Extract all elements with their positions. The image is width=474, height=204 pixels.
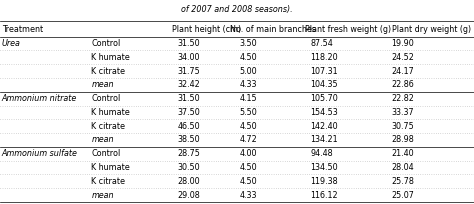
Text: Plant fresh weight (g): Plant fresh weight (g) (305, 24, 392, 34)
Text: 4.50: 4.50 (239, 53, 257, 62)
Text: 5.50: 5.50 (239, 108, 257, 117)
Text: 28.75: 28.75 (178, 149, 201, 158)
Text: 21.40: 21.40 (391, 149, 414, 158)
Text: Control: Control (91, 149, 121, 158)
Text: 25.07: 25.07 (391, 191, 414, 200)
Text: 5.00: 5.00 (239, 67, 257, 76)
Text: 142.40: 142.40 (310, 122, 338, 131)
Text: 37.50: 37.50 (178, 108, 201, 117)
Text: 30.50: 30.50 (178, 163, 201, 172)
Text: 119.38: 119.38 (310, 177, 338, 186)
Text: Plant height (cm): Plant height (cm) (172, 24, 241, 34)
Text: 4.50: 4.50 (239, 163, 257, 172)
Text: Ammonium nitrate: Ammonium nitrate (1, 94, 77, 103)
Text: 4.50: 4.50 (239, 122, 257, 131)
Text: 94.48: 94.48 (310, 149, 333, 158)
Text: 19.90: 19.90 (391, 39, 414, 48)
Text: 116.12: 116.12 (310, 191, 338, 200)
Text: 105.70: 105.70 (310, 94, 338, 103)
Text: 3.50: 3.50 (239, 39, 257, 48)
Text: of 2007 and 2008 seasons).: of 2007 and 2008 seasons). (181, 5, 293, 14)
Text: Control: Control (91, 39, 121, 48)
Text: Plant dry weight (g): Plant dry weight (g) (392, 24, 471, 34)
Text: K citrate: K citrate (91, 177, 126, 186)
Text: 30.75: 30.75 (391, 122, 414, 131)
Text: K humate: K humate (91, 163, 130, 172)
Text: 38.50: 38.50 (178, 135, 201, 144)
Text: 4.72: 4.72 (239, 135, 257, 144)
Text: Treatment: Treatment (2, 24, 44, 34)
Text: K citrate: K citrate (91, 67, 126, 76)
Text: 22.82: 22.82 (391, 94, 414, 103)
Text: 33.37: 33.37 (391, 108, 414, 117)
Text: 28.00: 28.00 (178, 177, 201, 186)
Text: 4.33: 4.33 (239, 80, 257, 89)
Text: K humate: K humate (91, 53, 130, 62)
Text: 4.33: 4.33 (239, 191, 257, 200)
Text: Ammonium sulfate: Ammonium sulfate (1, 149, 77, 158)
Text: 107.31: 107.31 (310, 67, 338, 76)
Text: 87.54: 87.54 (310, 39, 333, 48)
Text: 4.50: 4.50 (239, 177, 257, 186)
Text: 4.00: 4.00 (239, 149, 257, 158)
Text: 29.08: 29.08 (178, 191, 201, 200)
Text: 22.86: 22.86 (391, 80, 414, 89)
Text: 32.42: 32.42 (178, 80, 201, 89)
Text: 118.20: 118.20 (310, 53, 338, 62)
Text: 24.17: 24.17 (391, 67, 414, 76)
Text: Control: Control (91, 94, 121, 103)
Text: 25.78: 25.78 (391, 177, 414, 186)
Text: K humate: K humate (91, 108, 130, 117)
Text: 28.98: 28.98 (391, 135, 414, 144)
Text: 31.50: 31.50 (178, 94, 201, 103)
Text: 154.53: 154.53 (310, 108, 338, 117)
Text: 31.75: 31.75 (178, 67, 201, 76)
Text: 34.00: 34.00 (178, 53, 200, 62)
Text: mean: mean (91, 191, 114, 200)
Text: No. of main branches: No. of main branches (229, 24, 316, 34)
Text: 24.52: 24.52 (391, 53, 414, 62)
Text: 46.50: 46.50 (178, 122, 201, 131)
Text: 4.15: 4.15 (239, 94, 257, 103)
Text: 134.21: 134.21 (310, 135, 338, 144)
Text: K citrate: K citrate (91, 122, 126, 131)
Text: mean: mean (91, 80, 114, 89)
Text: 104.35: 104.35 (310, 80, 338, 89)
Text: 31.50: 31.50 (178, 39, 201, 48)
Text: mean: mean (91, 135, 114, 144)
Text: Urea: Urea (1, 39, 20, 48)
Text: 28.04: 28.04 (391, 163, 414, 172)
Text: 134.50: 134.50 (310, 163, 338, 172)
